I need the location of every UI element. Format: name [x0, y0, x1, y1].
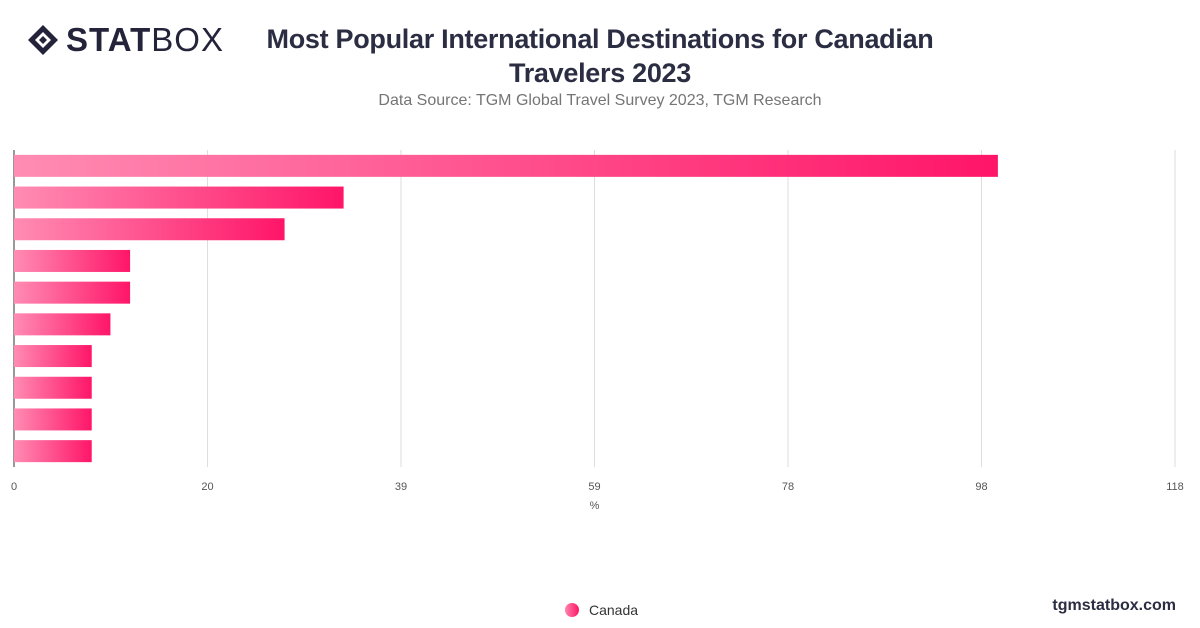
diamond-logo-icon [28, 25, 58, 55]
x-tick-label: 39 [395, 481, 407, 493]
bar[interactable] [14, 154, 998, 177]
x-axis-label: % [590, 500, 600, 512]
statbox-logo: STATBOX [26, 21, 224, 58]
bar[interactable] [14, 345, 92, 368]
legend-item-canada[interactable]: Canada [565, 602, 638, 618]
bar[interactable] [14, 186, 344, 209]
logo-text: STATBOX [66, 21, 224, 58]
bar[interactable] [14, 408, 92, 431]
footer-source-link[interactable]: tgmstatbox.com [1052, 597, 1176, 614]
bar[interactable] [14, 376, 92, 399]
x-tick-label: 0 [11, 481, 17, 493]
legend-label: Canada [589, 602, 639, 618]
bar[interactable] [14, 440, 92, 463]
x-tick-label: 118 [1166, 481, 1184, 493]
bar[interactable] [14, 249, 131, 272]
x-tick-label: 20 [201, 481, 213, 493]
bar[interactable] [14, 313, 111, 336]
x-tick-label: 59 [588, 481, 600, 493]
chart-title: Most Popular International Destinations … [266, 24, 934, 88]
x-tick-label: 78 [782, 481, 794, 493]
chart-subtitle: Data Source: TGM Global Travel Survey 20… [378, 92, 822, 109]
bar[interactable] [14, 281, 131, 304]
bar[interactable] [14, 218, 285, 241]
x-tick-label: 98 [975, 481, 987, 493]
legend-marker [565, 603, 579, 617]
